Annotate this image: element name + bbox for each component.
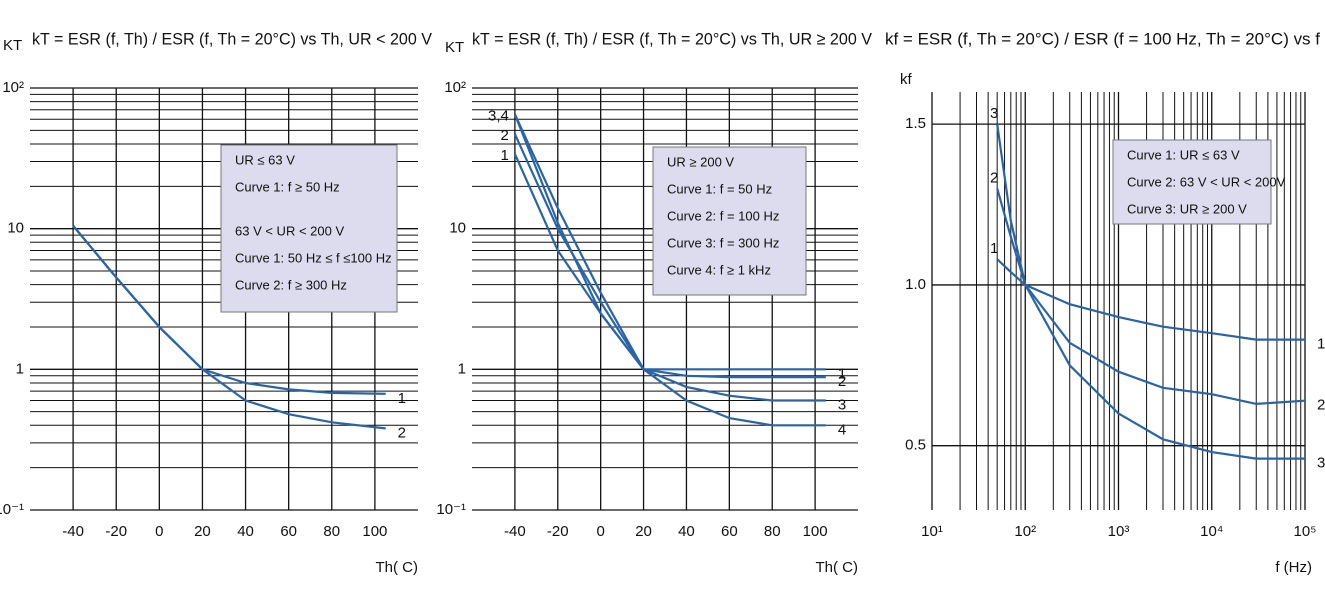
legend-text: 63 V < UR < 200 V bbox=[235, 223, 344, 238]
curve bbox=[513, 113, 826, 427]
x-tick-label: 100 bbox=[803, 523, 828, 540]
x-tick-label: 10² bbox=[1014, 523, 1036, 540]
y-axis-label: kf bbox=[900, 71, 913, 88]
legend-text: Curve 1: f = 50 Hz bbox=[667, 181, 772, 196]
y-tick-label: 0.5 bbox=[905, 437, 926, 454]
x-axis-label: Th( C) bbox=[816, 559, 859, 576]
curve bbox=[996, 124, 1305, 460]
x-tick-label: 0 bbox=[596, 523, 604, 540]
curve-start-label: 1 bbox=[990, 240, 998, 257]
legend-text: Curve 2: 63 V < UR < 200V bbox=[1127, 174, 1286, 189]
y-tick-label: 10² bbox=[444, 79, 466, 96]
y-tick-label: 1.5 bbox=[905, 115, 926, 132]
curve bbox=[513, 133, 826, 379]
y-tick-label: 10 bbox=[449, 220, 466, 237]
x-tick-label: 0 bbox=[155, 523, 163, 540]
x-axis-label: f (Hz) bbox=[1275, 559, 1312, 576]
x-tick-label: 40 bbox=[678, 523, 695, 540]
curve-start-label: 2 bbox=[990, 169, 998, 186]
legend-text: Curve 1: 50 Hz ≤ f ≤100 Hz bbox=[235, 250, 392, 265]
y-tick-label: 10⁻¹ bbox=[436, 501, 466, 518]
x-tick-label: 20 bbox=[635, 523, 652, 540]
curve-label: 4 bbox=[838, 421, 846, 438]
curve-start-label: 2 bbox=[501, 127, 509, 144]
legend-box bbox=[1112, 139, 1272, 225]
legend-text: Curve 1: UR ≤ 63 V bbox=[1127, 147, 1240, 162]
curve-label: 2 bbox=[838, 373, 846, 390]
chart-title: kT = ESR (f, Th) / ESR (f, Th = 20°C) vs… bbox=[472, 29, 873, 48]
x-tick-label: 10⁴ bbox=[1200, 523, 1223, 540]
x-tick-label: -40 bbox=[504, 523, 526, 540]
y-tick-label: 10 bbox=[7, 220, 24, 237]
legend-text: Curve 3: UR ≥ 200 V bbox=[1127, 201, 1247, 216]
curve bbox=[72, 224, 386, 430]
y-axis-label: KT bbox=[445, 39, 464, 56]
x-tick-label: 10⁵ bbox=[1294, 523, 1317, 540]
curve-label: 1 bbox=[1317, 336, 1325, 353]
x-tick-label: -20 bbox=[547, 523, 569, 540]
curve-start-label: 1 bbox=[501, 147, 509, 164]
curve-label: 3 bbox=[1317, 455, 1325, 472]
x-axis-label: Th( C) bbox=[376, 559, 419, 576]
curve-label: 1 bbox=[838, 365, 846, 382]
curve bbox=[996, 188, 1306, 406]
x-tick-label: 40 bbox=[237, 523, 254, 540]
x-tick-label: -40 bbox=[62, 523, 84, 540]
y-axis-label: KT bbox=[3, 37, 22, 54]
legend-box bbox=[652, 146, 807, 296]
curve-start-label: 3,4 bbox=[488, 107, 509, 124]
x-tick-label: 80 bbox=[764, 523, 781, 540]
legend-text: Curve 2: f = 100 Hz bbox=[667, 208, 779, 223]
y-tick-label: 10² bbox=[2, 79, 24, 96]
y-tick-label: 1 bbox=[16, 360, 24, 377]
legend-box bbox=[220, 144, 398, 313]
legend-text: Curve 4: f ≥ 1 kHz bbox=[667, 262, 771, 277]
y-tick-label: 1.0 bbox=[905, 276, 926, 293]
x-tick-label: 20 bbox=[194, 523, 211, 540]
x-tick-label: 60 bbox=[280, 523, 297, 540]
x-tick-label: 100 bbox=[362, 523, 387, 540]
legend-text: UR ≥ 200 V bbox=[667, 154, 734, 169]
x-tick-label: -20 bbox=[105, 523, 127, 540]
curve-start-label: 3 bbox=[990, 105, 998, 122]
curve bbox=[996, 258, 1305, 341]
legend-text: Curve 2: f ≥ 300 Hz bbox=[235, 277, 347, 292]
curve bbox=[513, 153, 826, 371]
y-tick-label: 1 bbox=[458, 360, 466, 377]
legend-text: UR ≤ 63 V bbox=[235, 152, 295, 167]
curve-label: 2 bbox=[398, 424, 406, 441]
x-tick-label: 10¹ bbox=[921, 523, 943, 540]
curve-label: 1 bbox=[398, 390, 406, 407]
chart-title: kf = ESR (f, Th = 20°C) / ESR (f = 100 H… bbox=[885, 29, 1320, 48]
legend-text: Curve 1: f ≥ 50 Hz bbox=[235, 179, 340, 194]
curve-label: 2 bbox=[1317, 397, 1325, 414]
curve bbox=[513, 113, 826, 402]
x-tick-label: 80 bbox=[323, 523, 340, 540]
chart-title: kT = ESR (f, Th) / ESR (f, Th = 20°C) vs… bbox=[32, 29, 433, 48]
x-tick-label: 60 bbox=[721, 523, 738, 540]
curve-label: 3 bbox=[838, 397, 846, 414]
legend-text: Curve 3: f = 300 Hz bbox=[667, 235, 779, 250]
x-tick-label: 10³ bbox=[1108, 523, 1130, 540]
y-tick-label: 10⁻¹ bbox=[0, 501, 24, 518]
